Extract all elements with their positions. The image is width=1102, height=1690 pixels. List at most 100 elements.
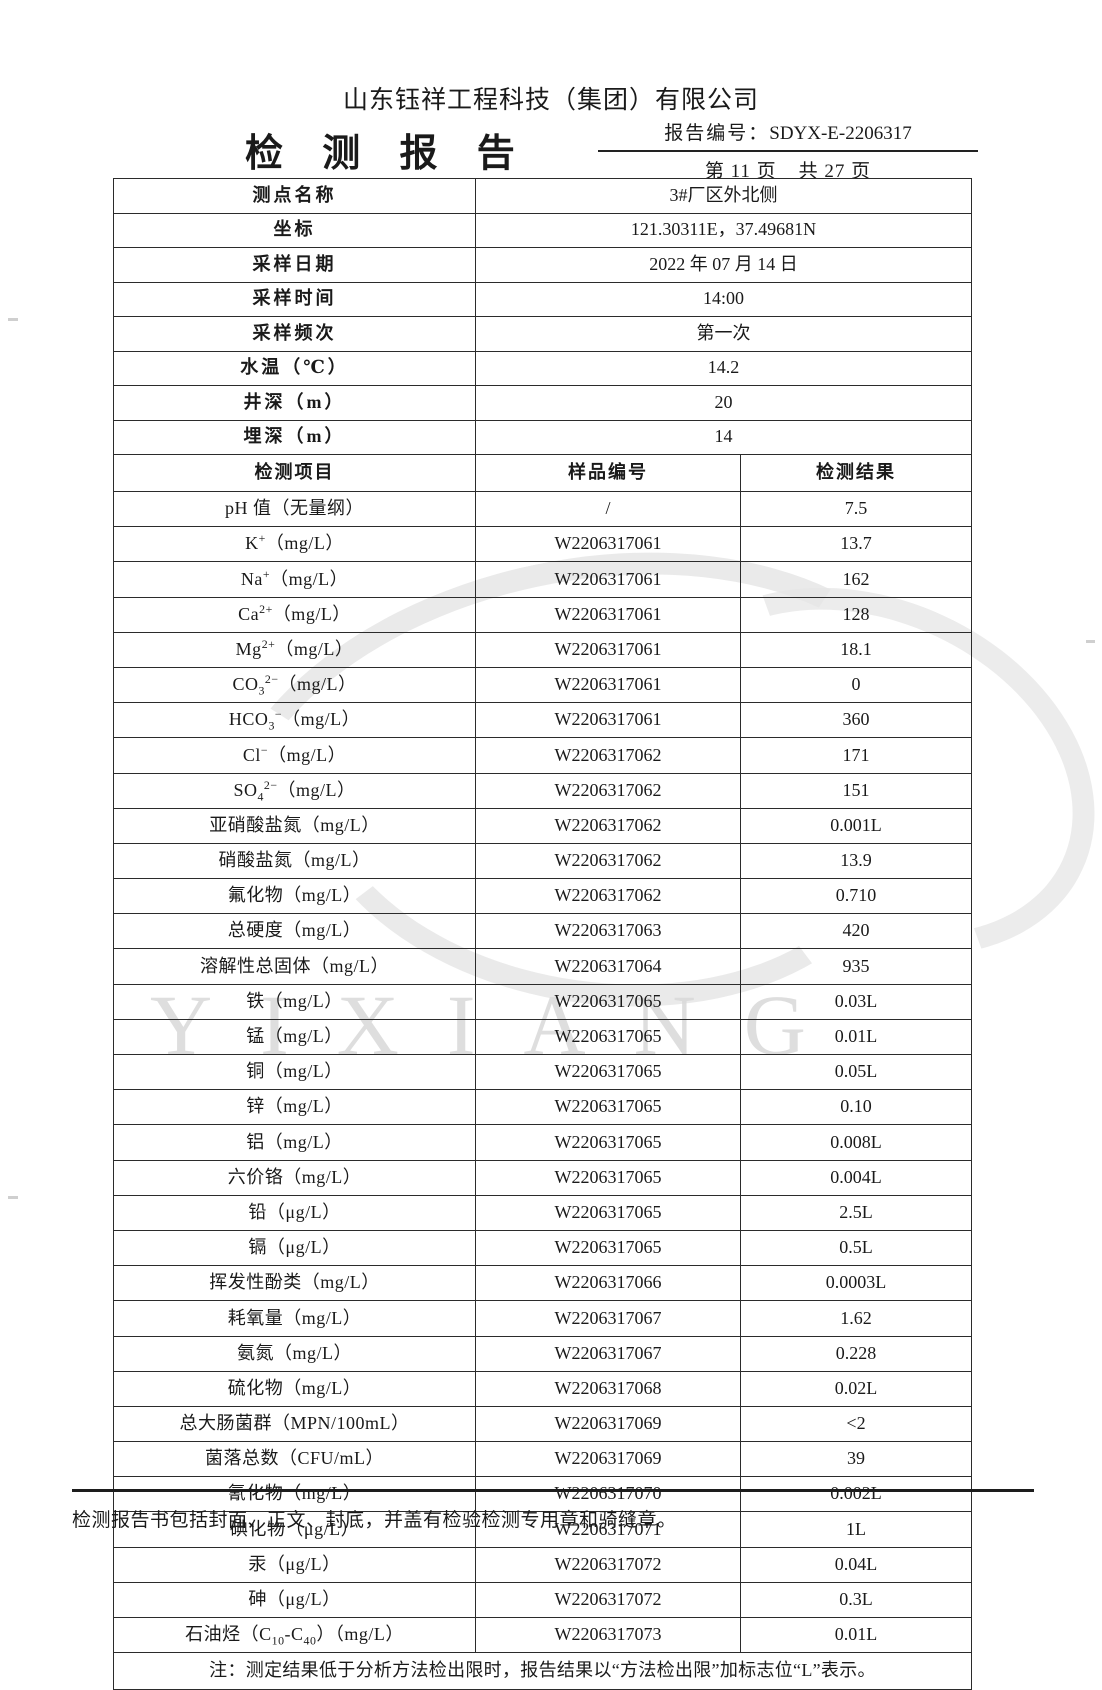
report-number-value: SDYX-E-2206317	[769, 123, 912, 144]
cell-item: Na+（mg/L）	[113, 561, 476, 598]
table-row: HCO3−（mg/L） W2206317061 360	[113, 702, 972, 739]
cell-item: K+（mg/L）	[113, 526, 476, 563]
cell-sample-no: /	[475, 490, 741, 528]
cell-result: 13.7	[740, 526, 972, 563]
cell-item: Ca2+（mg/L）	[113, 596, 476, 633]
cell-sample-no: W2206317067	[475, 1300, 741, 1337]
cell-item: 六价铬（mg/L）	[113, 1159, 476, 1196]
table-row: 硝酸盐氮（mg/L） W2206317062 13.9	[113, 842, 972, 880]
table-row: 铜（mg/L） W2206317065 0.05L	[113, 1053, 972, 1091]
info-row: 采样时间 14:00	[113, 281, 972, 317]
table-row: 铝（mg/L） W2206317065 0.008L	[113, 1124, 972, 1161]
cell-result: 171	[740, 737, 972, 774]
cell-sample-no: W2206317065	[475, 1089, 741, 1126]
cell-sample-no: W2206317062	[475, 842, 741, 880]
cell-sample-no: W2206317062	[475, 878, 741, 915]
info-row: 井深（m） 20	[113, 385, 972, 421]
cell-sample-no: W2206317069	[475, 1405, 741, 1443]
page-total: 共 27 页	[798, 161, 872, 182]
cell-item: 硫化物（mg/L）	[113, 1370, 476, 1407]
page-current: 第 11 页	[704, 161, 777, 182]
cell-item: 亚硝酸盐氮（mg/L）	[113, 807, 476, 844]
cell-sample-no: W2206317071	[475, 1511, 741, 1548]
cell-item: 铅（μg/L）	[113, 1194, 476, 1231]
cell-result: 0.01L	[740, 1616, 972, 1654]
cell-result: 2.5L	[740, 1194, 972, 1231]
cell-sample-no: W2206317062	[475, 737, 741, 774]
table-row: 挥发性酚类（mg/L） W2206317066 0.0003L	[113, 1265, 972, 1302]
info-row-value: 14.2	[475, 350, 972, 386]
cell-result: 0.004L	[740, 1159, 972, 1196]
cell-sample-no: W2206317065	[475, 1194, 741, 1231]
company-name: 山东钰祥工程科技（集团）有限公司	[342, 85, 759, 114]
cell-item: Cl−（mg/L）	[113, 737, 476, 774]
cell-result: 151	[740, 772, 972, 809]
table-row: SO42−（mg/L） W2206317062 151	[113, 772, 972, 809]
cell-result: 13.9	[740, 842, 972, 880]
table-row: 总硬度（mg/L） W2206317063 420	[113, 913, 972, 950]
table-note-row: 注：测定结果低于分析方法检出限时，报告结果以“方法检出限”加标志位“L”表示。	[113, 1652, 972, 1690]
footer-divider	[72, 1489, 1034, 1492]
table-row: pH 值（无量纲）/7.5	[113, 490, 972, 528]
cell-item: 总硬度（mg/L）	[113, 913, 476, 950]
cell-item: pH 值（无量纲）	[113, 490, 476, 528]
cell-sample-no: W2206317067	[475, 1335, 741, 1372]
table-row: 锌（mg/L） W2206317065 0.10	[113, 1089, 972, 1126]
cell-item: 砷（μg/L）	[113, 1581, 476, 1619]
cell-item: 溶解性总固体（mg/L）	[113, 948, 476, 985]
cell-sample-no: W2206317061	[475, 596, 741, 633]
cell-result: 0.05L	[740, 1053, 972, 1091]
cell-sample-no: W2206317069	[475, 1441, 741, 1478]
cell-result: 0.04L	[740, 1546, 972, 1583]
info-row-label: 采样日期	[113, 247, 476, 283]
cell-sample-no: W2206317065	[475, 1053, 741, 1091]
cell-item: 镉（μg/L）	[113, 1229, 476, 1267]
cell-result: 0.008L	[740, 1124, 972, 1161]
table-row: 总大肠菌群（MPN/100mL） W2206317069 <2	[113, 1405, 972, 1443]
cell-result: 0.0003L	[740, 1265, 972, 1302]
cell-result: 0.01L	[740, 1018, 972, 1056]
info-row-value: 14:00	[475, 281, 972, 317]
cell-item: HCO3−（mg/L）	[113, 702, 476, 739]
cell-result: 360	[740, 702, 972, 739]
cell-sample-no: W2206317065	[475, 1159, 741, 1196]
cell-result: 128	[740, 596, 972, 633]
cell-sample-no: W2206317065	[475, 1124, 741, 1161]
table-row: 锰（mg/L） W2206317065 0.01L	[113, 1018, 972, 1056]
info-row: 坐标 121.30311E，37.49681N	[113, 212, 972, 248]
cell-item: 铝（mg/L）	[113, 1124, 476, 1161]
table-row: 溶解性总固体（mg/L） W2206317064 935	[113, 948, 972, 985]
table-row: 耗氧量（mg/L） W2206317067 1.62	[113, 1300, 972, 1337]
cell-sample-no: W2206317072	[475, 1546, 741, 1583]
cell-result: 7.5	[740, 490, 972, 528]
table-row: CO32−（mg/L） W2206317061 0	[113, 666, 972, 704]
info-row: 采样频次 第一次	[113, 316, 972, 352]
cell-item: Mg2+（mg/L）	[113, 631, 476, 668]
info-row-value: 3#厂区外北侧	[475, 178, 972, 214]
cell-item: 石油烃（C10-C40）（mg/L）	[113, 1616, 476, 1654]
cell-sample-no: W2206317061	[475, 561, 741, 598]
info-row-label: 埋深（m）	[113, 419, 476, 455]
cell-sample-no: W2206317061	[475, 702, 741, 739]
cell-sample-no: W2206317068	[475, 1370, 741, 1407]
cell-result: 1L	[740, 1511, 972, 1548]
cell-item: 铜（mg/L）	[113, 1053, 476, 1091]
info-row-label: 坐标	[113, 212, 476, 248]
cell-sample-no: W2206317063	[475, 913, 741, 950]
cell-result: 420	[740, 913, 972, 950]
cell-item: 总大肠菌群（MPN/100mL）	[113, 1405, 476, 1443]
table-row: 六价铬（mg/L） W2206317065 0.004L	[113, 1159, 972, 1196]
report-meta-divider	[598, 150, 978, 152]
cell-sample-no: W2206317065	[475, 1018, 741, 1056]
cell-item: 氟化物（mg/L）	[113, 878, 476, 915]
cell-result: 0.001L	[740, 807, 972, 844]
info-row-value: 第一次	[475, 316, 972, 352]
table-row: 菌落总数（CFU/mL） W2206317069 39	[113, 1441, 972, 1478]
cell-result: 162	[740, 561, 972, 598]
column-header: 检测项目	[113, 454, 476, 492]
table-row: 铁（mg/L） W2206317065 0.03L	[113, 983, 972, 1020]
cell-item: 汞（μg/L）	[113, 1546, 476, 1583]
report-meta: 报告编号：SDYX-E-2206317 第 11 页共 27 页	[598, 118, 978, 183]
cell-result: 18.1	[740, 631, 972, 668]
cell-item: 铁（mg/L）	[113, 983, 476, 1020]
